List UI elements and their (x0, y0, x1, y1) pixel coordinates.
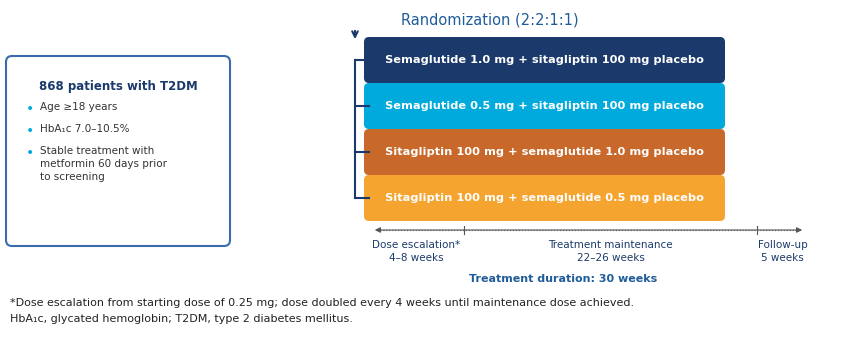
FancyBboxPatch shape (364, 37, 725, 83)
Text: Treatment maintenance
22–26 weeks: Treatment maintenance 22–26 weeks (548, 240, 673, 263)
FancyBboxPatch shape (364, 129, 725, 175)
Text: •: • (26, 124, 34, 138)
Text: 868 patients with T2DM: 868 patients with T2DM (39, 80, 198, 93)
Text: Stable treatment with
metformin 60 days prior
to screening: Stable treatment with metformin 60 days … (40, 146, 167, 181)
Text: Age ≥18 years: Age ≥18 years (40, 102, 117, 112)
Text: Dose escalation*
4–8 weeks: Dose escalation* 4–8 weeks (373, 240, 460, 263)
Text: •: • (26, 102, 34, 116)
Text: Sitagliptin 100 mg + semaglutide 1.0 mg placebo: Sitagliptin 100 mg + semaglutide 1.0 mg … (385, 147, 704, 157)
Text: *Dose escalation from starting dose of 0.25 mg; dose doubled every 4 weeks until: *Dose escalation from starting dose of 0… (10, 298, 634, 308)
Text: Sitagliptin 100 mg + semaglutide 0.5 mg placebo: Sitagliptin 100 mg + semaglutide 0.5 mg … (385, 193, 704, 203)
Text: HbA₁c 7.0–10.5%: HbA₁c 7.0–10.5% (40, 124, 129, 134)
Text: Treatment duration: 30 weeks: Treatment duration: 30 weeks (469, 274, 657, 284)
Text: Semaglutide 0.5 mg + sitagliptin 100 mg placebo: Semaglutide 0.5 mg + sitagliptin 100 mg … (385, 101, 704, 111)
Text: Follow-up
5 weeks: Follow-up 5 weeks (758, 240, 807, 263)
FancyBboxPatch shape (364, 83, 725, 129)
FancyBboxPatch shape (6, 56, 230, 246)
Text: Semaglutide 1.0 mg + sitagliptin 100 mg placebo: Semaglutide 1.0 mg + sitagliptin 100 mg … (385, 55, 704, 65)
Text: •: • (26, 146, 34, 160)
FancyBboxPatch shape (364, 175, 725, 221)
Text: HbA₁c, glycated hemoglobin; T2DM, type 2 diabetes mellitus.: HbA₁c, glycated hemoglobin; T2DM, type 2… (10, 314, 353, 324)
Text: Randomization (2:2:1:1): Randomization (2:2:1:1) (401, 12, 579, 27)
